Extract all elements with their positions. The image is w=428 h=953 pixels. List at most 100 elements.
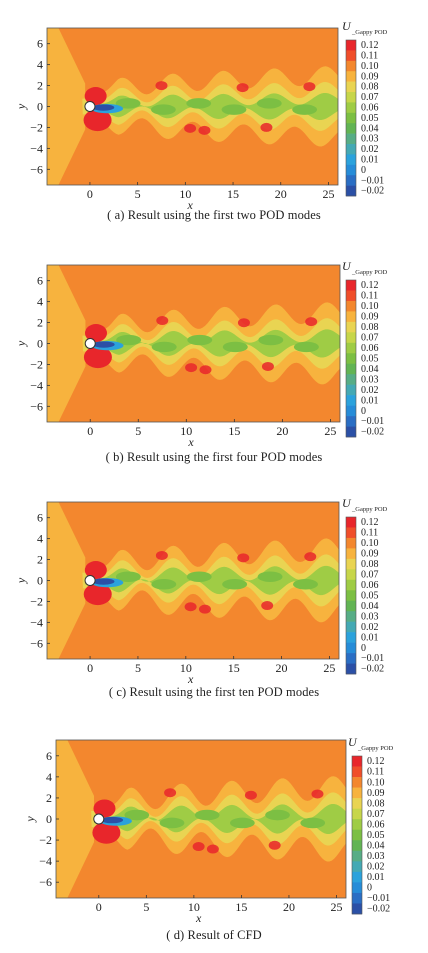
colorbar-label: 0.11 xyxy=(361,528,378,539)
colorbar-swatch xyxy=(352,808,362,820)
high-velocity-spot xyxy=(261,361,274,371)
y-tick-label: 0 xyxy=(37,574,43,588)
caption-b: ( b) Result using the first four POD mod… xyxy=(105,450,323,464)
high-velocity-spot xyxy=(304,552,317,562)
colorbar-label: 0 xyxy=(367,883,372,894)
colorbar-swatch xyxy=(346,590,356,602)
caption-d: ( d) Result of CFD xyxy=(166,928,262,942)
x-tick-label: 25 xyxy=(324,424,336,438)
colorbar-swatch xyxy=(346,92,356,103)
colorbar-swatch xyxy=(346,611,356,622)
upper-high-region xyxy=(93,799,116,818)
colorbar-swatch xyxy=(346,342,356,354)
vortex-core xyxy=(115,98,141,109)
vortex-core xyxy=(293,341,319,353)
colorbar-label: 0.01 xyxy=(367,872,385,883)
x-tick-label: 0 xyxy=(96,900,102,914)
caption-a: ( a) Result using the first two POD mode… xyxy=(107,208,321,222)
colorbar-swatch xyxy=(346,280,356,291)
colorbar-label: 0.08 xyxy=(361,322,379,333)
colorbar-label: 0.05 xyxy=(367,830,385,841)
y-tick-label: 2 xyxy=(46,791,52,805)
inflow-region xyxy=(56,740,95,898)
y-tick-label: −2 xyxy=(30,594,43,608)
colorbar-swatch xyxy=(346,527,356,539)
colorbar-title: U xyxy=(348,735,358,749)
colorbar-swatch xyxy=(352,829,362,841)
recirculation-core xyxy=(101,816,124,824)
x-tick-label: 10 xyxy=(180,424,192,438)
vortex-core xyxy=(151,579,177,590)
y-tick-label: −2 xyxy=(30,357,43,371)
colorbar-frame xyxy=(351,755,363,915)
colorbar-label: −0.02 xyxy=(367,904,390,915)
recirculation-core xyxy=(92,104,115,111)
panel-a: 0 5 10 15 20 25 x 6 4 2 0 −2 −4 −6 y U _Gappy POD 0.12 0.1… xyxy=(0,18,428,228)
colorbar-swatch xyxy=(346,395,356,406)
colorbar-label: 0.12 xyxy=(361,40,379,51)
x-tick-label: 20 xyxy=(276,661,288,675)
high-velocity-spot xyxy=(303,82,316,92)
high-velocity-spot xyxy=(156,316,169,326)
x-tick-label: 5 xyxy=(135,187,141,201)
cylinder-marker xyxy=(84,101,96,112)
lower-high-region xyxy=(83,109,112,132)
upper-high-region xyxy=(84,324,107,343)
colorbar-label: −0.02 xyxy=(361,427,384,438)
high-velocity-spot xyxy=(164,788,177,798)
colorbar-swatch xyxy=(352,861,362,873)
colorbar-swatch xyxy=(346,71,356,82)
colorbar-swatch xyxy=(346,133,356,145)
contour-field xyxy=(56,740,346,898)
colorbar-swatch xyxy=(346,621,356,633)
colorbar-swatch xyxy=(346,600,356,612)
colorbar-label: 0.08 xyxy=(367,798,385,809)
contour-field xyxy=(47,265,340,422)
y-tick-label: 6 xyxy=(37,511,43,525)
colorbar-label: −0.01 xyxy=(367,893,390,904)
colorbar-swatch xyxy=(346,517,356,528)
colorbar-label: 0.02 xyxy=(361,385,379,396)
y-tick-label: 4 xyxy=(46,770,52,784)
high-velocity-spot xyxy=(237,318,250,328)
colorbar-swatch xyxy=(352,882,362,894)
inflow-region xyxy=(47,502,86,659)
colorbar-swatch xyxy=(346,50,356,62)
upper-high-region xyxy=(84,87,107,106)
colorbar-swatch xyxy=(346,663,356,675)
y-tick-label: −4 xyxy=(30,615,43,629)
vortex-core xyxy=(221,104,247,115)
colorbar-label: 0.12 xyxy=(361,280,379,291)
cylinder-marker xyxy=(93,813,105,825)
colorbar-label: 0.06 xyxy=(367,819,385,830)
colorbar-swatch xyxy=(352,871,362,883)
colorbar-label: 0.06 xyxy=(361,103,379,114)
colorbar-frame xyxy=(345,516,357,675)
colorbar-label: 0.04 xyxy=(361,364,379,375)
y-axis-label: y xyxy=(14,577,28,584)
colorbar-label: 0.10 xyxy=(361,538,379,549)
colorbar-swatch xyxy=(346,579,356,591)
colorbar-label: 0.10 xyxy=(361,61,379,72)
x-tick-label: 0 xyxy=(87,187,93,201)
y-tick-label: −6 xyxy=(30,399,43,413)
high-velocity-spot xyxy=(184,123,197,133)
colorbar-swatch xyxy=(346,175,356,186)
colorbar-label: 0.07 xyxy=(361,569,379,580)
vortex-core xyxy=(186,98,212,109)
colorbar-label: 0.03 xyxy=(361,374,379,385)
colorbar-frame xyxy=(345,39,357,197)
y-tick-label: −4 xyxy=(30,141,43,155)
colorbar-swatch xyxy=(346,290,356,302)
colorbar-swatch xyxy=(352,892,362,904)
colorbar-label: 0.03 xyxy=(361,134,379,145)
colorbar-label: 0.04 xyxy=(361,123,379,134)
vortex-core xyxy=(222,341,248,353)
y-tick-label: −4 xyxy=(30,378,43,392)
colorbar-label: 0.11 xyxy=(361,51,378,62)
colorbar-swatch xyxy=(352,850,362,862)
colorbar-label: −0.01 xyxy=(361,416,384,427)
y-tick-label: −4 xyxy=(39,854,52,868)
colorbar-swatch xyxy=(352,756,362,767)
